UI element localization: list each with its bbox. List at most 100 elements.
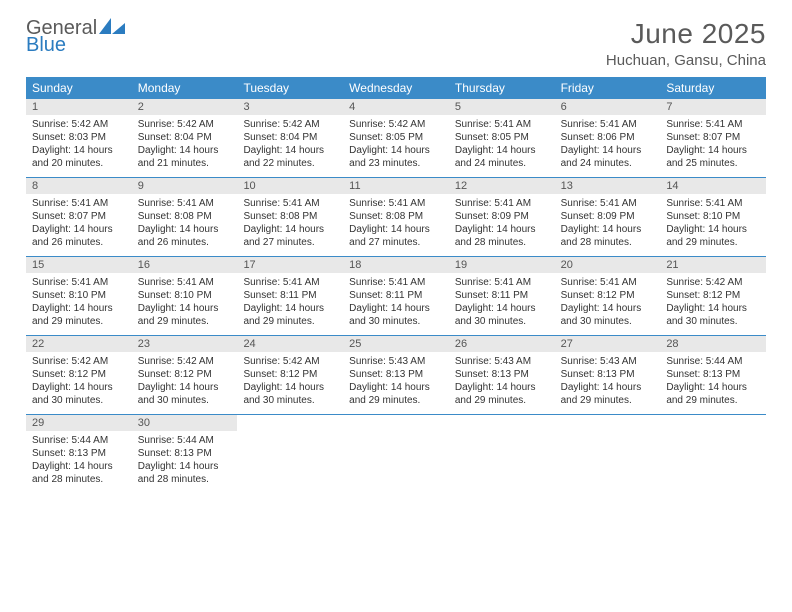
day-details: Sunrise: 5:41 AMSunset: 8:06 PMDaylight:… (555, 115, 661, 174)
sunrise-line: Sunrise: 5:41 AM (138, 197, 232, 210)
daylight-line: Daylight: 14 hours and 27 minutes. (349, 223, 443, 249)
day-number: 10 (237, 178, 343, 194)
daylight-line: Daylight: 14 hours and 21 minutes. (138, 144, 232, 170)
day-number: 5 (449, 99, 555, 115)
day-number: 22 (26, 336, 132, 352)
day-details: Sunrise: 5:41 AMSunset: 8:09 PMDaylight:… (555, 194, 661, 253)
day-headers-row: SundayMondayTuesdayWednesdayThursdayFrid… (26, 77, 766, 99)
day-number: 9 (132, 178, 238, 194)
sunset-line: Sunset: 8:12 PM (561, 289, 655, 302)
calendar-cell: 14Sunrise: 5:41 AMSunset: 8:10 PMDayligh… (660, 178, 766, 256)
day-details: Sunrise: 5:44 AMSunset: 8:13 PMDaylight:… (26, 431, 132, 490)
calendar-cell: 4Sunrise: 5:42 AMSunset: 8:05 PMDaylight… (343, 99, 449, 177)
day-number: 19 (449, 257, 555, 273)
day-details: Sunrise: 5:41 AMSunset: 8:08 PMDaylight:… (132, 194, 238, 253)
sunset-line: Sunset: 8:08 PM (243, 210, 337, 223)
sunset-line: Sunset: 8:10 PM (138, 289, 232, 302)
day-header: Wednesday (343, 77, 449, 99)
day-number: 29 (26, 415, 132, 431)
sunrise-line: Sunrise: 5:41 AM (455, 197, 549, 210)
daylight-line: Daylight: 14 hours and 22 minutes. (243, 144, 337, 170)
daylight-line: Daylight: 14 hours and 28 minutes. (561, 223, 655, 249)
day-details: Sunrise: 5:41 AMSunset: 8:08 PMDaylight:… (343, 194, 449, 253)
calendar-cell: 2Sunrise: 5:42 AMSunset: 8:04 PMDaylight… (132, 99, 238, 177)
daylight-line: Daylight: 14 hours and 28 minutes. (455, 223, 549, 249)
sunset-line: Sunset: 8:08 PM (349, 210, 443, 223)
day-number: 15 (26, 257, 132, 273)
day-number: 24 (237, 336, 343, 352)
calendar-cell: 22Sunrise: 5:42 AMSunset: 8:12 PMDayligh… (26, 336, 132, 414)
calendar-cell: 5Sunrise: 5:41 AMSunset: 8:05 PMDaylight… (449, 99, 555, 177)
sunrise-line: Sunrise: 5:42 AM (666, 276, 760, 289)
sunset-line: Sunset: 8:05 PM (349, 131, 443, 144)
calendar-cell: 25Sunrise: 5:43 AMSunset: 8:13 PMDayligh… (343, 336, 449, 414)
sunrise-line: Sunrise: 5:41 AM (138, 276, 232, 289)
sunset-line: Sunset: 8:04 PM (243, 131, 337, 144)
day-number: 16 (132, 257, 238, 273)
day-header: Monday (132, 77, 238, 99)
daylight-line: Daylight: 14 hours and 30 minutes. (138, 381, 232, 407)
daylight-line: Daylight: 14 hours and 29 minutes. (138, 302, 232, 328)
sunrise-line: Sunrise: 5:42 AM (138, 118, 232, 131)
day-details: Sunrise: 5:42 AMSunset: 8:03 PMDaylight:… (26, 115, 132, 174)
sunset-line: Sunset: 8:13 PM (138, 447, 232, 460)
sunset-line: Sunset: 8:13 PM (666, 368, 760, 381)
day-number: 1 (26, 99, 132, 115)
logo-sail-icon (99, 18, 125, 34)
daylight-line: Daylight: 14 hours and 30 minutes. (243, 381, 337, 407)
sunset-line: Sunset: 8:03 PM (32, 131, 126, 144)
sunrise-line: Sunrise: 5:44 AM (138, 434, 232, 447)
day-number: 18 (343, 257, 449, 273)
sunset-line: Sunset: 8:12 PM (666, 289, 760, 302)
sunrise-line: Sunrise: 5:41 AM (349, 197, 443, 210)
sunset-line: Sunset: 8:11 PM (455, 289, 549, 302)
daylight-line: Daylight: 14 hours and 25 minutes. (666, 144, 760, 170)
daylight-line: Daylight: 14 hours and 30 minutes. (32, 381, 126, 407)
day-details: Sunrise: 5:41 AMSunset: 8:07 PMDaylight:… (660, 115, 766, 174)
day-details: Sunrise: 5:41 AMSunset: 8:12 PMDaylight:… (555, 273, 661, 332)
day-header: Friday (555, 77, 661, 99)
daylight-line: Daylight: 14 hours and 30 minutes. (561, 302, 655, 328)
day-number: 8 (26, 178, 132, 194)
day-details: Sunrise: 5:42 AMSunset: 8:05 PMDaylight:… (343, 115, 449, 174)
day-number: 21 (660, 257, 766, 273)
daylight-line: Daylight: 14 hours and 24 minutes. (455, 144, 549, 170)
sunrise-line: Sunrise: 5:41 AM (349, 276, 443, 289)
daylight-line: Daylight: 14 hours and 28 minutes. (32, 460, 126, 486)
day-number: 7 (660, 99, 766, 115)
calendar-cell: 23Sunrise: 5:42 AMSunset: 8:12 PMDayligh… (132, 336, 238, 414)
day-details: Sunrise: 5:42 AMSunset: 8:12 PMDaylight:… (26, 352, 132, 411)
sunrise-line: Sunrise: 5:43 AM (349, 355, 443, 368)
sunset-line: Sunset: 8:07 PM (666, 131, 760, 144)
day-number: 26 (449, 336, 555, 352)
day-details: Sunrise: 5:44 AMSunset: 8:13 PMDaylight:… (660, 352, 766, 411)
day-header: Thursday (449, 77, 555, 99)
day-number: 30 (132, 415, 238, 431)
day-details: Sunrise: 5:42 AMSunset: 8:12 PMDaylight:… (660, 273, 766, 332)
sunrise-line: Sunrise: 5:41 AM (561, 197, 655, 210)
day-details: Sunrise: 5:41 AMSunset: 8:10 PMDaylight:… (660, 194, 766, 253)
day-details: Sunrise: 5:41 AMSunset: 8:11 PMDaylight:… (237, 273, 343, 332)
daylight-line: Daylight: 14 hours and 30 minutes. (455, 302, 549, 328)
sunset-line: Sunset: 8:04 PM (138, 131, 232, 144)
calendar-cell: 13Sunrise: 5:41 AMSunset: 8:09 PMDayligh… (555, 178, 661, 256)
calendar-cell: 24Sunrise: 5:42 AMSunset: 8:12 PMDayligh… (237, 336, 343, 414)
daylight-line: Daylight: 14 hours and 26 minutes. (138, 223, 232, 249)
calendar-cell: 29Sunrise: 5:44 AMSunset: 8:13 PMDayligh… (26, 415, 132, 493)
calendar-cell: . (660, 415, 766, 493)
daylight-line: Daylight: 14 hours and 24 minutes. (561, 144, 655, 170)
sunset-line: Sunset: 8:12 PM (243, 368, 337, 381)
day-details: Sunrise: 5:42 AMSunset: 8:04 PMDaylight:… (132, 115, 238, 174)
day-number: 3 (237, 99, 343, 115)
calendar-cell: 28Sunrise: 5:44 AMSunset: 8:13 PMDayligh… (660, 336, 766, 414)
daylight-line: Daylight: 14 hours and 29 minutes. (666, 223, 760, 249)
day-details: Sunrise: 5:43 AMSunset: 8:13 PMDaylight:… (555, 352, 661, 411)
calendar-cell: 18Sunrise: 5:41 AMSunset: 8:11 PMDayligh… (343, 257, 449, 335)
calendar-cell: 9Sunrise: 5:41 AMSunset: 8:08 PMDaylight… (132, 178, 238, 256)
sunrise-line: Sunrise: 5:42 AM (243, 118, 337, 131)
sunset-line: Sunset: 8:13 PM (561, 368, 655, 381)
daylight-line: Daylight: 14 hours and 20 minutes. (32, 144, 126, 170)
day-details: Sunrise: 5:41 AMSunset: 8:07 PMDaylight:… (26, 194, 132, 253)
day-header: Sunday (26, 77, 132, 99)
day-number: 27 (555, 336, 661, 352)
